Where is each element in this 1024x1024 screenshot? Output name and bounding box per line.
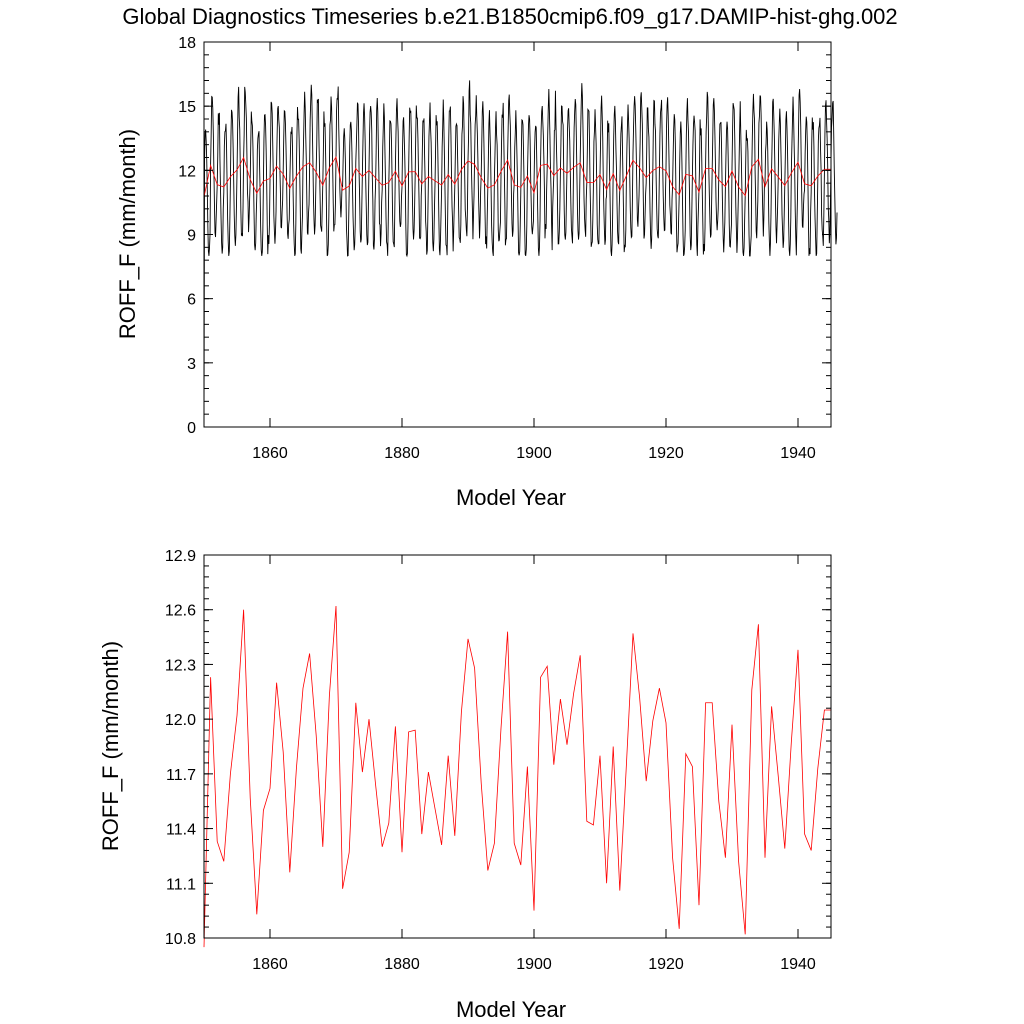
y-tick-label: 10.8	[165, 931, 196, 948]
top-axis-ticks	[204, 41, 831, 428]
y-tick-label: 12.3	[165, 657, 196, 674]
monthly-series-line	[203, 80, 838, 428]
y-tick-label: 18	[178, 35, 196, 52]
bottom-y-axis-label: ROFF_F (mm/month)	[98, 641, 123, 851]
x-tick-label: 1940	[780, 445, 816, 462]
y-tick-label: 15	[178, 99, 196, 116]
x-tick-label: 1880	[384, 445, 420, 462]
top-y-tick-labels: 0 3 6 9 12 15 18	[178, 35, 196, 437]
x-tick-label: 1920	[648, 445, 684, 462]
top-x-axis-label: Model Year	[456, 485, 566, 510]
y-tick-label: 11.4	[166, 822, 196, 839]
y-tick-label: 9	[187, 228, 196, 245]
y-tick-label: 12.0	[165, 712, 196, 729]
x-tick-label: 1900	[516, 956, 552, 973]
y-tick-label: 12.6	[165, 603, 196, 620]
x-tick-label: 1860	[252, 445, 288, 462]
bottom-axis-ticks	[204, 554, 831, 939]
bottom-x-tick-labels: 1860 1880 1900 1920 1940	[252, 956, 816, 973]
x-tick-label: 1880	[384, 956, 420, 973]
figure-title: Global Diagnostics Timeseries b.e21.B185…	[122, 4, 897, 29]
y-tick-label: 12	[178, 163, 196, 180]
bottom-plot-frame	[203, 554, 832, 939]
bottom-x-axis-label: Model Year	[456, 997, 566, 1022]
y-tick-label: 3	[187, 356, 196, 373]
x-tick-label: 1940	[780, 956, 816, 973]
top-plot-lines	[203, 80, 838, 428]
annual-mean-series-line	[203, 156, 831, 198]
top-y-axis-label: ROFF_F (mm/month)	[115, 129, 140, 339]
annual-mean-series-line	[203, 606, 831, 948]
bottom-timeseries-panel: 10.8 11.1 11.4 11.7 12.0 12.3 12.6 12.9 1860 188…	[98, 548, 832, 1022]
bottom-plot-lines	[203, 606, 831, 948]
y-tick-label: 11.1	[166, 876, 196, 893]
y-tick-label: 11.7	[166, 767, 196, 784]
y-tick-label: 6	[187, 292, 196, 309]
x-tick-label: 1860	[252, 956, 288, 973]
y-tick-label: 12.9	[165, 548, 196, 565]
top-plot-frame	[203, 41, 832, 428]
x-tick-label: 1900	[516, 445, 552, 462]
top-x-tick-labels: 1860 1880 1900 1920 1940	[252, 445, 816, 462]
bottom-y-tick-labels: 10.8 11.1 11.4 11.7 12.0 12.3 12.6 12.9	[165, 548, 196, 948]
top-timeseries-panel: 0 3 6 9 12 15 18 1860 1880 1900 1920 1940 Model Ye…	[115, 35, 838, 510]
y-tick-label: 0	[187, 420, 196, 437]
x-tick-label: 1920	[648, 956, 684, 973]
